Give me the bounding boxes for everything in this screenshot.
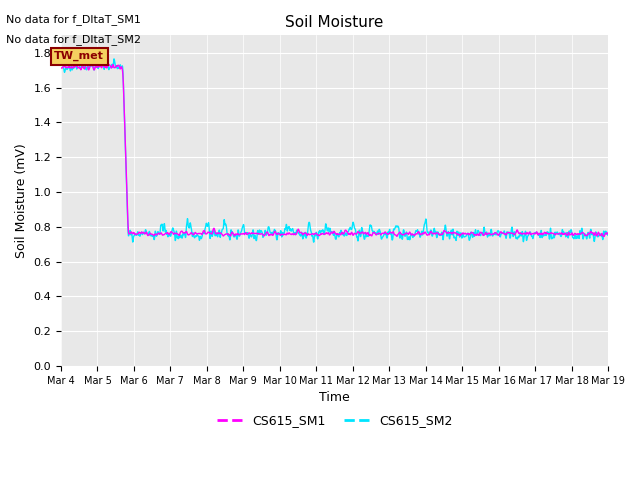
Y-axis label: Soil Moisture (mV): Soil Moisture (mV) [15, 143, 28, 258]
CS615_SM1 [572, 230, 579, 236]
CS615_SM1 [83, 61, 90, 67]
CS615_SM2 [494, 228, 502, 234]
Line: CS615_SM1: CS615_SM1 [61, 64, 608, 237]
CS615_SM2 [210, 228, 218, 233]
CS615_SM2 [57, 62, 65, 68]
CS615_SM2 [351, 226, 358, 231]
Legend: CS615_SM1, CS615_SM2: CS615_SM1, CS615_SM2 [212, 409, 458, 432]
CS615_SM1 [351, 230, 358, 236]
Text: No data for f_DltaT_SM1: No data for f_DltaT_SM1 [6, 14, 141, 25]
CS615_SM1 [362, 231, 370, 237]
CS615_SM1 [556, 230, 564, 236]
CS615_SM1 [493, 232, 501, 238]
CS615_SM2 [604, 232, 612, 238]
CS615_SM2 [556, 232, 564, 238]
CS615_SM1 [604, 229, 612, 235]
Text: TW_met: TW_met [54, 51, 104, 61]
Text: No data for f_DltaT_SM2: No data for f_DltaT_SM2 [6, 34, 141, 45]
CS615_SM2 [110, 56, 118, 62]
CS615_SM1 [210, 226, 218, 231]
Title: Soil Moisture: Soil Moisture [285, 15, 384, 30]
CS615_SM2 [572, 233, 579, 239]
CS615_SM2 [310, 239, 317, 245]
Line: CS615_SM2: CS615_SM2 [61, 59, 608, 242]
CS615_SM1 [57, 65, 65, 71]
CS615_SM2 [363, 233, 371, 239]
X-axis label: Time: Time [319, 391, 350, 404]
CS615_SM1 [600, 234, 607, 240]
